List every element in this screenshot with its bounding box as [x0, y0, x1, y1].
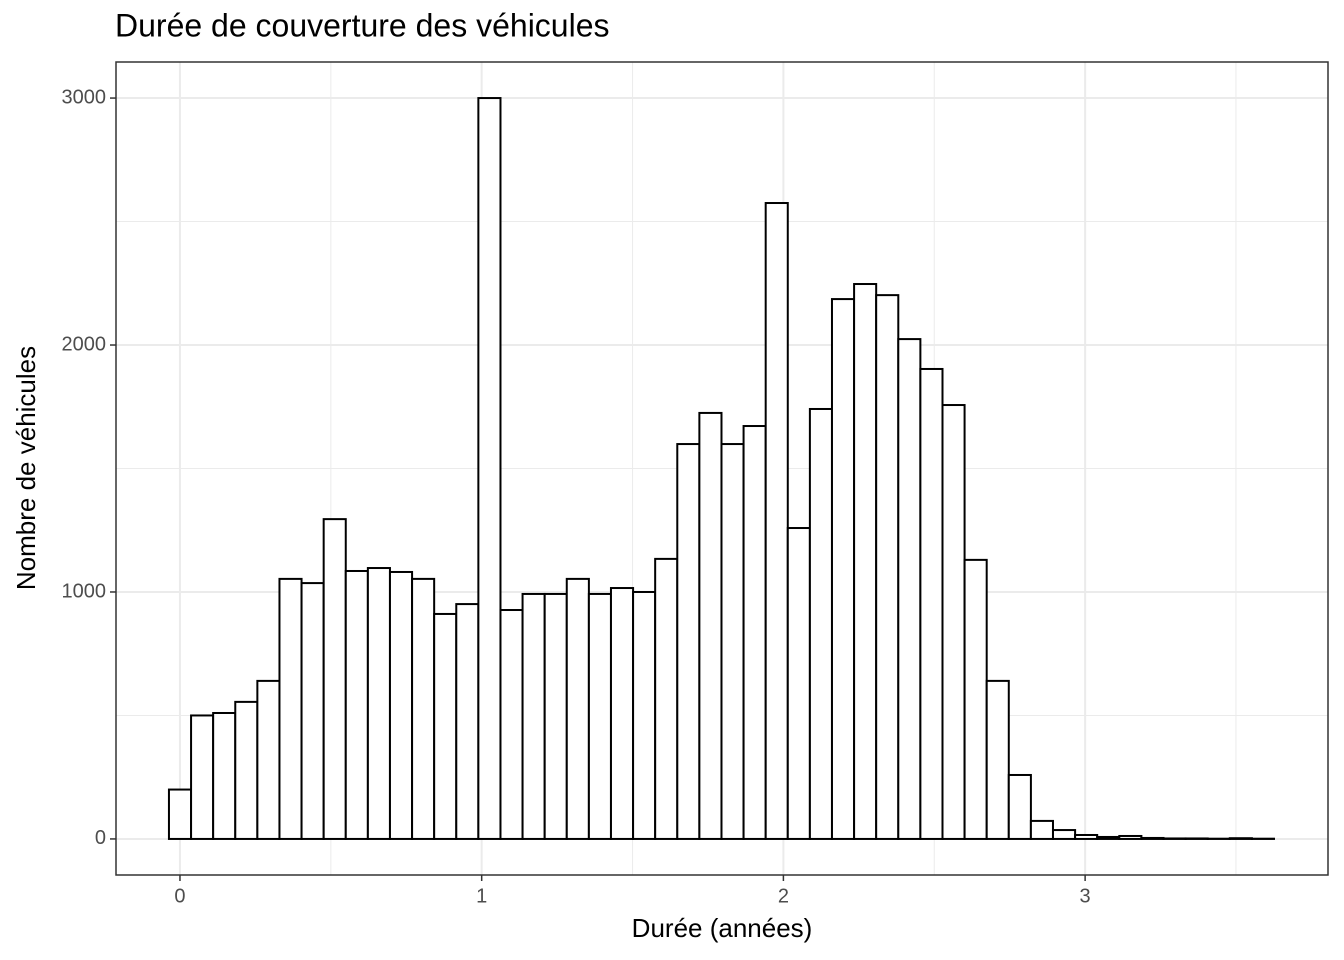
- bar: [786, 527, 811, 840]
- bar: [609, 587, 635, 840]
- bar: [676, 443, 701, 840]
- bar: [499, 609, 524, 840]
- bar: [1007, 773, 1032, 840]
- bar: [1051, 829, 1077, 840]
- chart-title: Durée de couverture des véhicules: [115, 7, 610, 43]
- bar: [366, 567, 391, 840]
- bar: [477, 97, 502, 840]
- y-tick-label: 0: [95, 827, 106, 849]
- bar: [388, 570, 414, 840]
- bar: [322, 518, 347, 840]
- y-tick-label: 3000: [62, 86, 107, 108]
- bar: [167, 788, 193, 840]
- bar: [830, 298, 856, 840]
- bar: [278, 577, 303, 840]
- bar: [1228, 837, 1253, 840]
- y-axis-title: Nombre de véhicules: [11, 346, 41, 590]
- bar: [963, 558, 988, 840]
- bar: [853, 283, 878, 840]
- bar: [455, 603, 480, 840]
- bar: [587, 592, 612, 840]
- bar: [654, 557, 679, 840]
- bar: [808, 407, 833, 840]
- bar: [1096, 835, 1121, 840]
- bar: [521, 592, 546, 840]
- bar: [344, 569, 369, 840]
- bar: [919, 367, 944, 840]
- bar: [698, 411, 723, 840]
- y-tick-label: 1000: [62, 580, 107, 602]
- bar: [764, 202, 789, 840]
- x-axis-title: Durée (années): [632, 913, 813, 943]
- bar: [1118, 834, 1143, 840]
- bar: [190, 714, 215, 840]
- bar: [941, 404, 966, 840]
- bar: [300, 582, 325, 840]
- bar: [543, 592, 568, 840]
- bar: [875, 294, 900, 840]
- bar: [897, 338, 922, 840]
- bar: [632, 590, 657, 840]
- panel-border: [115, 61, 1329, 876]
- bar: [433, 612, 458, 840]
- y-tick-label: 2000: [62, 333, 107, 355]
- bar: [1074, 833, 1099, 840]
- bar: [742, 425, 767, 840]
- bar: [720, 443, 745, 840]
- x-tick-label: 3: [1080, 885, 1091, 907]
- bar: [212, 711, 237, 840]
- bar: [1029, 819, 1054, 840]
- bar: [985, 679, 1010, 840]
- x-tick-label: 2: [778, 885, 789, 907]
- bar: [256, 679, 281, 840]
- bar: [1140, 836, 1165, 840]
- bar: [565, 577, 590, 840]
- x-tick-label: 1: [476, 885, 487, 907]
- bar: [234, 700, 259, 840]
- bar: [411, 577, 436, 840]
- x-tick-label: 0: [174, 885, 185, 907]
